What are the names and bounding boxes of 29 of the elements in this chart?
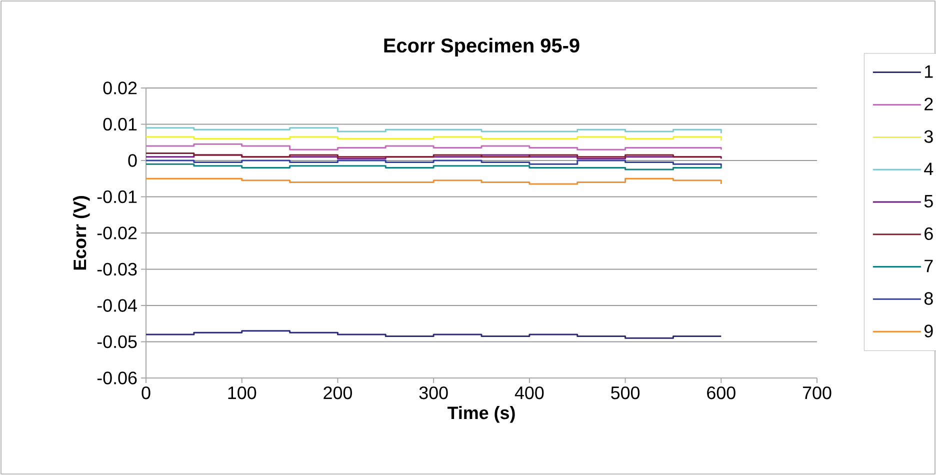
chart-title: Ecorr Specimen 95-9: [384, 38, 580, 57]
x-axis-title: Time (s): [447, 406, 515, 423]
legend-label: 2: [924, 98, 933, 110]
legend-label: 7: [924, 260, 933, 272]
legend-label: 1: [925, 65, 933, 78]
legend-label: 5: [924, 195, 933, 208]
x-tick-label: 700: [802, 386, 832, 400]
y-tick-label: -0.02: [97, 226, 137, 240]
legend-label: 3: [924, 130, 933, 143]
x-tick-label: 200: [324, 386, 352, 400]
x-tick-label: 100: [228, 386, 256, 400]
y-tick-label: 0.02: [103, 82, 137, 94]
y-tick-label: -0.01: [97, 190, 137, 204]
legend-label: 9: [924, 324, 933, 338]
x-tick-label: 500: [611, 386, 640, 400]
y-tick-label: -0.06: [97, 372, 137, 384]
y-tick-label: 0.01: [103, 118, 137, 131]
y-tick-label: -0.05: [97, 335, 137, 348]
y-tick-label: 0: [128, 154, 137, 167]
x-tick-label: 600: [707, 386, 736, 400]
y-axis-title: Ecorr (V): [73, 196, 90, 270]
x-tick-label: 400: [514, 386, 544, 400]
y-tick-label: -0.03: [97, 262, 137, 276]
legend-label: 8: [924, 292, 933, 305]
legend-label: 6: [924, 227, 933, 240]
x-tick-label: 0: [142, 386, 150, 400]
y-tick-label: -0.04: [97, 299, 137, 312]
x-tick-label: 300: [419, 386, 448, 400]
legend-label: 4: [924, 162, 934, 176]
